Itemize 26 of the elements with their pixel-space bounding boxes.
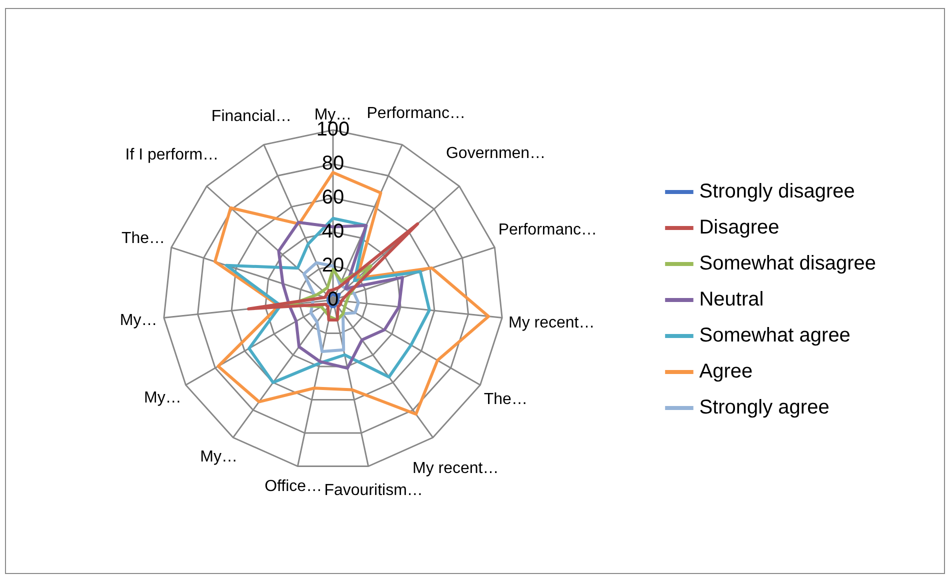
legend-label: Agree: [699, 360, 753, 383]
spoke-label: My…: [120, 312, 158, 329]
y-tick-label: 20: [322, 254, 344, 277]
spoke-label: Performanc…: [498, 222, 598, 239]
spoke-label: The…: [121, 230, 166, 247]
spoke-label: The…: [484, 391, 528, 408]
spoke-label: My…: [144, 390, 182, 407]
spoke-label: Favouritism…: [324, 482, 423, 500]
spoke-label: My recent…: [508, 314, 595, 332]
spoke-label: Performanc…: [366, 104, 466, 122]
spoke-label: My…: [314, 106, 352, 124]
legend-label: Neutral: [699, 288, 764, 311]
spoke-label: Financial…: [211, 108, 292, 126]
spoke-label: My…: [200, 448, 238, 466]
legend-label: Disagree: [699, 216, 780, 239]
legend-label: Strongly disagree: [699, 180, 855, 203]
legend-label: Somewhat agree: [699, 324, 850, 347]
y-tick-label: 0: [327, 288, 339, 311]
spoke-label: My recent…: [412, 460, 499, 478]
y-tick-label: 60: [322, 186, 344, 209]
spoke-label: Office…: [264, 478, 322, 496]
spoke-label: If I perform…: [125, 146, 219, 164]
legend-label: Strongly agree: [699, 396, 830, 419]
y-tick-label: 80: [322, 152, 344, 175]
spoke-label: Governmen…: [446, 144, 546, 162]
legend-label: Somewhat disagree: [699, 252, 876, 275]
